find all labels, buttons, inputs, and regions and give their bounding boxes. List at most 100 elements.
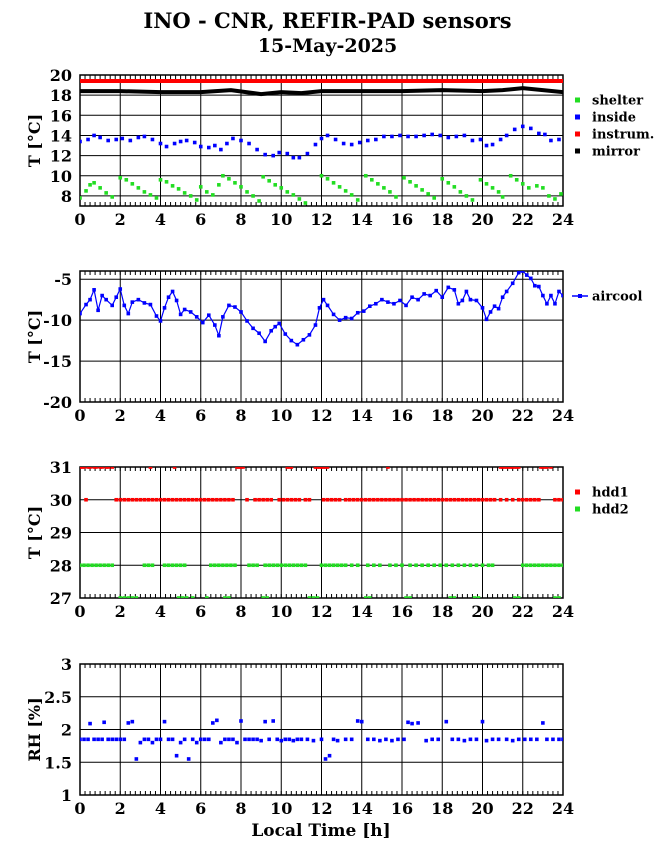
data-point — [295, 563, 300, 568]
data-point — [229, 563, 233, 568]
data-point — [474, 563, 479, 568]
chart-title: INO - CNR, REFIR-PAD sensors 15-May-2025 — [0, 8, 655, 58]
data-point — [261, 497, 265, 502]
data-point — [537, 563, 541, 568]
data-point — [283, 737, 288, 742]
data-point — [392, 497, 396, 502]
data-point — [138, 740, 143, 745]
data-point — [166, 737, 171, 742]
y-tick-label: -15 — [43, 352, 72, 371]
data-point — [337, 497, 342, 502]
data-point — [557, 289, 561, 294]
x-tick-label: 18 — [431, 799, 453, 818]
data-point — [219, 497, 223, 502]
data-point — [305, 737, 310, 742]
data-point — [100, 293, 104, 298]
y-tick-label: 1 — [61, 786, 72, 805]
data-point — [394, 195, 398, 199]
data-point — [388, 190, 392, 194]
data-point — [480, 563, 485, 568]
x-tick-label: 16 — [391, 799, 413, 818]
data-point — [130, 596, 135, 598]
data-point — [213, 323, 217, 327]
data-point — [114, 497, 119, 502]
data-point — [504, 737, 509, 742]
data-point — [182, 563, 187, 568]
data-point — [512, 596, 517, 598]
data-point — [498, 497, 503, 502]
data-point — [504, 467, 509, 469]
data-point — [490, 142, 495, 147]
data-layer — [80, 271, 563, 347]
x-tick-label: 22 — [512, 799, 534, 818]
x-tick-label: 6 — [195, 602, 206, 621]
data-point — [325, 467, 330, 469]
data-point — [217, 333, 221, 338]
legend-marker — [578, 294, 582, 298]
data-point — [498, 137, 503, 142]
data-point — [291, 738, 296, 743]
x-tick-label: 22 — [512, 602, 534, 621]
data-point — [154, 737, 159, 742]
x-tick-label: 0 — [74, 210, 85, 229]
data-point — [106, 563, 110, 568]
data-point — [194, 740, 199, 745]
y-tick-label: -20 — [43, 393, 72, 412]
data-point — [372, 497, 376, 502]
data-point — [158, 319, 163, 323]
data-point — [470, 138, 475, 143]
data-point — [533, 283, 537, 288]
data-point — [408, 596, 412, 598]
data-point — [384, 497, 388, 502]
data-point — [506, 467, 511, 469]
data-point — [176, 187, 181, 191]
data-point — [311, 738, 316, 743]
data-point — [557, 596, 561, 598]
data-point — [484, 143, 489, 148]
data-point — [180, 596, 185, 598]
data-point — [323, 467, 328, 469]
data-point — [303, 201, 308, 205]
data-point — [80, 563, 82, 568]
data-point — [92, 467, 96, 469]
data-point — [398, 133, 402, 138]
data-point — [349, 316, 354, 321]
data-point — [221, 563, 225, 568]
data-point — [510, 281, 515, 286]
data-point — [198, 144, 203, 149]
legend-item: aircool — [572, 290, 642, 305]
data-point — [398, 298, 402, 303]
data-point — [164, 144, 169, 149]
x-tick-label: 2 — [115, 406, 126, 425]
data-point — [102, 720, 106, 725]
data-point — [235, 740, 239, 745]
data-point — [547, 194, 551, 198]
data-point — [207, 313, 211, 318]
x-tick-label: 24 — [552, 799, 574, 818]
data-point — [414, 134, 418, 139]
data-point — [233, 563, 237, 568]
y-tick-label: 27 — [50, 589, 72, 608]
data-point — [263, 152, 267, 157]
series-hdd1 — [80, 467, 563, 502]
data-point — [380, 297, 384, 302]
data-point — [174, 298, 179, 303]
data-point — [410, 721, 414, 726]
data-point — [452, 596, 457, 598]
data-point — [106, 138, 110, 143]
x-tick-label: 10 — [270, 406, 292, 425]
data-point — [198, 185, 203, 189]
data-point — [164, 180, 169, 184]
data-point — [82, 467, 86, 469]
data-point — [279, 738, 284, 743]
data-point — [106, 737, 110, 742]
data-point — [118, 497, 123, 502]
data-point — [349, 563, 354, 568]
data-point — [520, 124, 525, 129]
data-point — [204, 596, 209, 598]
data-point — [351, 497, 356, 502]
x-tick-label: 4 — [155, 406, 166, 425]
data-point — [217, 563, 221, 568]
data-point — [287, 737, 292, 742]
data-point — [154, 196, 159, 200]
